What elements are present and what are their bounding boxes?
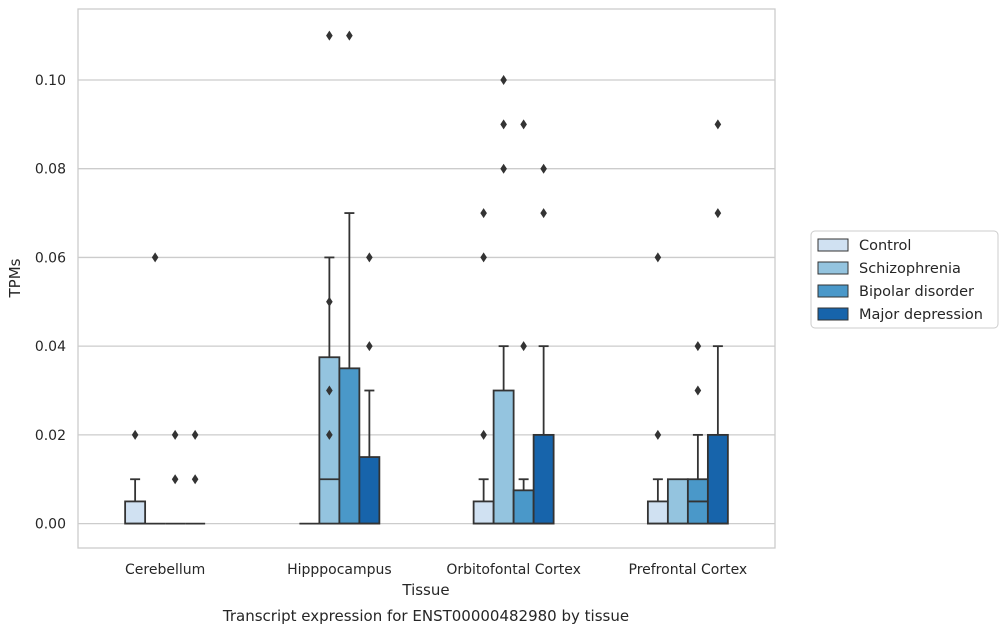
outlier-point — [366, 341, 373, 352]
y-tick-label: 0.04 — [35, 339, 66, 355]
outlier-point — [171, 474, 179, 485]
plot-frame — [77, 8, 776, 549]
box-body — [646, 500, 669, 525]
x-axis-label: Tissue — [401, 581, 449, 599]
y-tick-label: 0.10 — [35, 73, 66, 89]
outlier-point — [326, 30, 333, 41]
box-hipppocampus-major-depression — [358, 252, 381, 525]
box-orbitofontal-cortex-bipolar-disorder — [512, 119, 535, 525]
box-prefrontal-cortex-control — [646, 252, 669, 525]
outlier-point — [151, 252, 159, 263]
outlier-point — [326, 429, 333, 440]
x-axis-ticks: Cerebellum Hipppocampus Orbitofontal Corte… — [125, 562, 747, 578]
outlier-point — [540, 163, 547, 174]
outlier-point — [191, 429, 199, 440]
legend-swatch-major-depression — [817, 307, 849, 321]
box-prefrontal-cortex-bipolar-disorder — [686, 341, 709, 525]
legend-swatch-bipolar-disorder — [817, 284, 849, 298]
outlier-point — [326, 385, 333, 396]
outlier-point — [191, 474, 199, 485]
outlier-point — [500, 74, 507, 85]
outlier-point — [171, 429, 179, 440]
box-body — [666, 478, 689, 525]
y-tick-label: 0.02 — [35, 428, 66, 444]
box-prefrontal-cortex-major-depression — [706, 119, 729, 525]
box-body — [492, 389, 515, 525]
x-tick-label: Hipppocampus — [287, 562, 392, 578]
box-body — [532, 433, 555, 525]
outlier-point — [714, 119, 722, 130]
box-cerebellum-schizophrenia — [145, 252, 166, 525]
y-axis-ticks: 0.00 0.02 0.04 0.06 0.08 0.10 — [35, 73, 66, 533]
outlier-point — [366, 252, 373, 263]
box-hipppocampus-bipolar-disorder — [338, 30, 361, 525]
box-cerebellum-major-depression — [185, 429, 206, 525]
box-orbitofontal-cortex-control — [472, 208, 495, 525]
outlier-point — [480, 429, 487, 440]
legend: Control Schizophrenia Bipolar disorder Majo… — [810, 230, 999, 329]
outlier-point — [540, 208, 547, 219]
y-axis-label: TPMs — [6, 258, 24, 298]
box-body — [472, 500, 495, 525]
outlier-point — [480, 208, 487, 219]
legend-frame — [810, 230, 999, 329]
box-cerebellum-bipolar-disorder — [165, 429, 186, 525]
legend-swatch-control — [817, 238, 849, 252]
outlier-point — [520, 341, 527, 352]
box-body — [318, 356, 341, 525]
box-body — [706, 433, 729, 525]
outlier-point — [131, 429, 139, 440]
legend-label-major-depression: Major depression — [859, 307, 983, 323]
box-body — [512, 489, 535, 525]
chart-caption: Transcript expression for ENST0000048298… — [222, 607, 629, 625]
outlier-point — [326, 296, 333, 307]
outlier-point — [714, 208, 722, 219]
legend-label-control: Control — [859, 238, 911, 254]
x-tick-label: Cerebellum — [125, 562, 205, 578]
outlier-point — [654, 252, 662, 263]
x-tick-label: Prefrontal Cortex — [629, 562, 748, 578]
box-cerebellum-control — [124, 429, 147, 525]
outlier-point — [520, 119, 527, 130]
legend-swatch-schizophrenia — [817, 261, 849, 275]
outlier-point — [694, 341, 702, 352]
box-hipppocampus-schizophrenia — [318, 30, 341, 525]
box-body — [358, 456, 381, 525]
outlier-point — [480, 252, 487, 263]
x-tick-label: Orbitofontal Cortex — [446, 562, 581, 578]
outlier-point — [654, 429, 662, 440]
outlier-point — [500, 119, 507, 130]
outlier-point — [694, 385, 702, 396]
box-prefrontal-cortex-schizophrenia — [666, 478, 689, 525]
outlier-point — [500, 163, 507, 174]
box-body — [124, 500, 147, 525]
y-tick-label: 0.06 — [35, 250, 66, 266]
boxes-layer — [124, 30, 729, 525]
box-orbitofontal-cortex-schizophrenia — [492, 74, 515, 525]
legend-label-bipolar-disorder: Bipolar disorder — [859, 284, 974, 300]
outlier-point — [346, 30, 353, 41]
y-tick-label: 0.00 — [35, 517, 66, 533]
y-tick-label: 0.08 — [35, 162, 66, 178]
box-orbitofontal-cortex-major-depression — [532, 163, 555, 525]
box-body — [338, 367, 361, 525]
legend-label-schizophrenia: Schizophrenia — [859, 261, 961, 277]
